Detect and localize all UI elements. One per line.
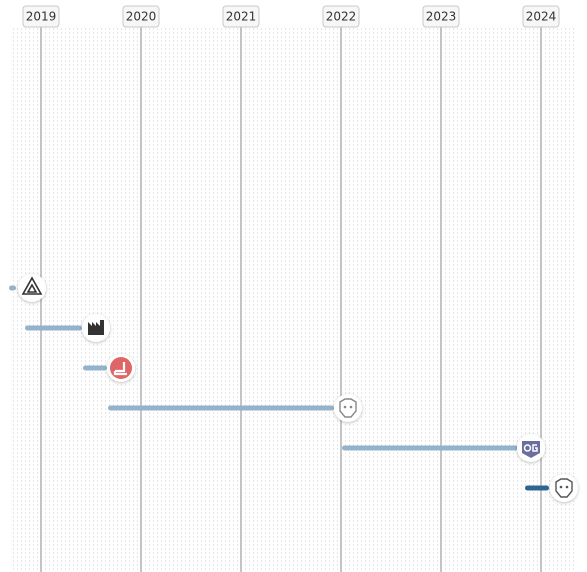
year-label-box [522,5,560,28]
team-stints [9,274,578,502]
year-label-box [422,5,460,28]
stint-bar [108,405,334,411]
year-label: 2019 [26,10,57,24]
stint-bar [9,285,16,291]
team-logo[interactable] [550,474,578,502]
year-label: 2020 [126,10,157,24]
team-logo[interactable] [334,394,362,422]
year-label-box [322,5,360,28]
year-label: 2022 [326,10,357,24]
year-label: 2024 [526,10,557,24]
team-logo[interactable] [82,314,110,342]
year-label-box [22,5,60,28]
year-label-box [222,5,260,28]
year-axis: 2019 2020 2021 2022 2023 2024 [22,5,560,572]
team-logo[interactable] [18,274,46,302]
stint-bar [25,325,82,331]
background-grid [10,27,577,572]
team-logo[interactable] [517,434,545,462]
stint-bar [83,365,107,371]
stint-bar [342,445,518,451]
stint-bar-current [525,485,549,491]
year-label: 2021 [226,10,257,24]
year-label: 2023 [426,10,457,24]
year-label-box [122,5,160,28]
team-logo[interactable] [107,354,135,382]
